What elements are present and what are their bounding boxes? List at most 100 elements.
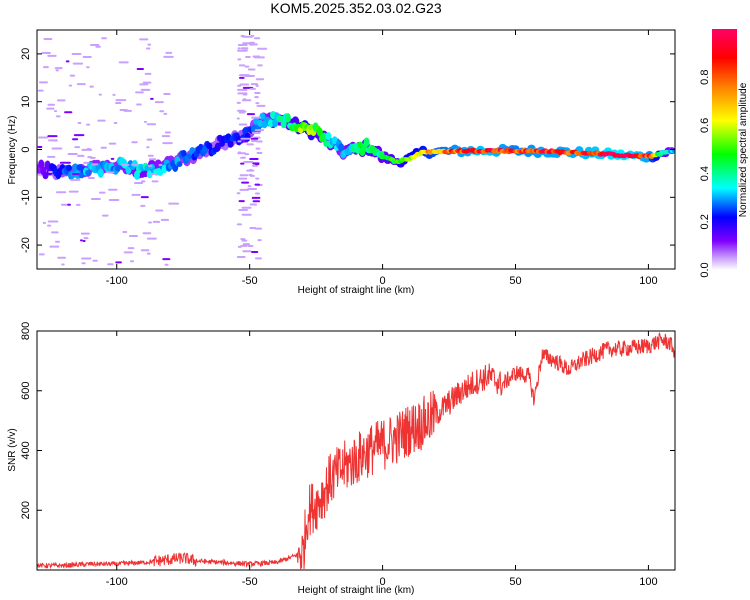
spectrogram-noise-cell <box>252 200 261 203</box>
spectrogram-noise-cell <box>254 129 265 132</box>
snr-x-ticks: -100 -50 0 50 100 <box>106 331 658 588</box>
spectrogram-noise-cell <box>47 103 56 106</box>
spectrogram-noise-cell <box>136 103 142 106</box>
spectrogram-noise-cell <box>236 117 240 120</box>
spectrogram-ridge-cell <box>114 165 121 172</box>
spectrogram-noise-cell <box>127 247 135 250</box>
spectrogram-noise-cell <box>164 131 171 134</box>
spectrogram-noise-cell <box>100 146 107 149</box>
spectrogram-y-label: Frequency (Hz) <box>7 116 18 185</box>
colorbar-tick-label: 0.8 <box>699 70 711 85</box>
spectrogram-noise-cell <box>101 214 109 217</box>
spectrogram-noise-cell <box>240 137 251 140</box>
spectrogram-noise-cell <box>256 140 263 143</box>
spectrogram-noise-cell <box>38 81 48 84</box>
spectrogram-noise-cell <box>55 115 61 118</box>
spectrogram-noise-cell <box>247 244 254 247</box>
spectrogram-noise-cell <box>145 47 151 50</box>
spectrogram-noise-cell <box>42 221 47 224</box>
colorbar-tick-label: 0.4 <box>699 166 711 181</box>
spectrogram-noise-cell <box>254 91 261 94</box>
spectrogram-noise-cell <box>254 163 260 166</box>
spectrogram-noise-cell <box>247 188 258 191</box>
spectrogram-noise-cell <box>249 174 255 177</box>
spectrogram-noise-cell <box>146 138 153 141</box>
spectrogram-noise-cell <box>236 223 243 226</box>
spectrogram-noise-cell <box>160 218 170 221</box>
spectrogram-noise-cell <box>242 93 248 96</box>
spectrogram-noise-cell <box>247 68 256 71</box>
spectrogram-noise-cell <box>90 44 100 47</box>
snr-x-tick-label: 0 <box>380 576 386 588</box>
spectrogram-noise-cell <box>163 55 174 58</box>
spectrogram-noise-cell <box>239 76 245 79</box>
spectrogram-noise-cell <box>238 123 248 126</box>
spectrogram-noise-cell <box>45 51 51 54</box>
spectrogram-ridge-cell <box>97 168 104 178</box>
spectrogram-x-tick-label: 100 <box>639 275 657 287</box>
spectrogram-noise-cell <box>257 64 263 67</box>
spectrogram-noise-cell <box>84 257 92 260</box>
spectrogram-noise-cell <box>86 66 90 69</box>
spectrogram-noise-cell <box>241 213 252 216</box>
spectrogram-noise-cell <box>108 188 118 191</box>
spectrogram-noise-cell <box>54 240 60 243</box>
spectrogram-noise-cell <box>128 235 139 238</box>
spectrogram-noise-cell <box>130 163 139 166</box>
spectrogram-noise-cell <box>249 41 255 44</box>
spectrogram-noise-cell <box>92 259 98 262</box>
spectrogram-noise-cell <box>47 135 58 138</box>
spectrogram-noise-cell <box>37 89 44 92</box>
spectrogram-noise-cell <box>256 47 268 50</box>
snr-y-tick-label: 200 <box>20 501 32 519</box>
spectrogram-noise-cell <box>238 111 245 114</box>
spectrogram-noise-cell <box>249 87 256 90</box>
spectrogram-noise-cell <box>239 188 250 191</box>
spectrogram-noise-cell <box>254 257 262 260</box>
spectrogram-noise-cell <box>107 263 114 266</box>
spectrogram-noise-cell <box>238 177 248 180</box>
spectrogram-noise-cell <box>91 163 99 166</box>
spectrogram-noise-cell <box>72 138 79 141</box>
spectrogram-noise-cell <box>77 122 82 125</box>
spectrogram-noise-cell <box>251 131 261 134</box>
spectrogram-noise-cell <box>49 245 60 248</box>
spectrogram-noise-cell <box>254 183 260 186</box>
spectrogram-noise-cell <box>163 93 171 96</box>
spectrogram-noise-cell <box>236 109 246 112</box>
spectrogram-noise-cell <box>255 177 260 180</box>
spectrogram-noise-cell <box>71 52 82 55</box>
spectrogram-noise-cell <box>112 93 116 96</box>
spectrogram-noise-cell <box>257 239 262 242</box>
spectrogram-x-ticks: -100 -50 0 50 100 <box>106 30 658 287</box>
spectrogram-noise-cell <box>55 69 59 72</box>
spectrogram-noise-cell <box>154 101 164 104</box>
spectrogram-noise-cell <box>236 255 246 258</box>
spectrogram-noise-cell <box>237 151 242 154</box>
spectrogram-noise-cell <box>151 180 159 183</box>
spectrogram-noise-cell <box>97 119 106 122</box>
spectrogram-noise-cell <box>250 34 255 37</box>
spectrogram-noise-cell <box>158 164 163 167</box>
spectrogram-noise-cell <box>43 38 53 41</box>
spectrogram-noise-cell <box>256 104 266 107</box>
spectrogram-noise-cell <box>253 37 261 40</box>
spectrogram-noise-cell <box>72 173 80 176</box>
spectrogram-noise-cell <box>238 200 245 203</box>
spectrogram-noise-cell <box>38 136 49 139</box>
spectrogram-noise-cell <box>115 261 122 264</box>
spectrogram-noise-cell <box>148 158 157 161</box>
spectrogram-noise-cell <box>76 83 86 86</box>
spectrogram-noise-cell <box>87 177 95 180</box>
spectrogram-noise-cell <box>242 250 252 253</box>
spectrogram-noise-cell <box>238 209 249 212</box>
spectrogram-noise-cell <box>246 143 254 146</box>
spectrogram-ridge-cell <box>338 143 345 152</box>
snr-y-tick-label: 600 <box>20 382 32 400</box>
spectrogram-noise-cell <box>254 192 260 195</box>
spectrogram-noise-cell <box>241 181 250 184</box>
spectrogram-noise-cell <box>70 178 81 181</box>
spectrogram-noise-cell <box>252 55 260 58</box>
spectrogram-noise-cell <box>251 196 261 199</box>
snr-y-ticks: 200 400 600 800 <box>20 322 675 519</box>
